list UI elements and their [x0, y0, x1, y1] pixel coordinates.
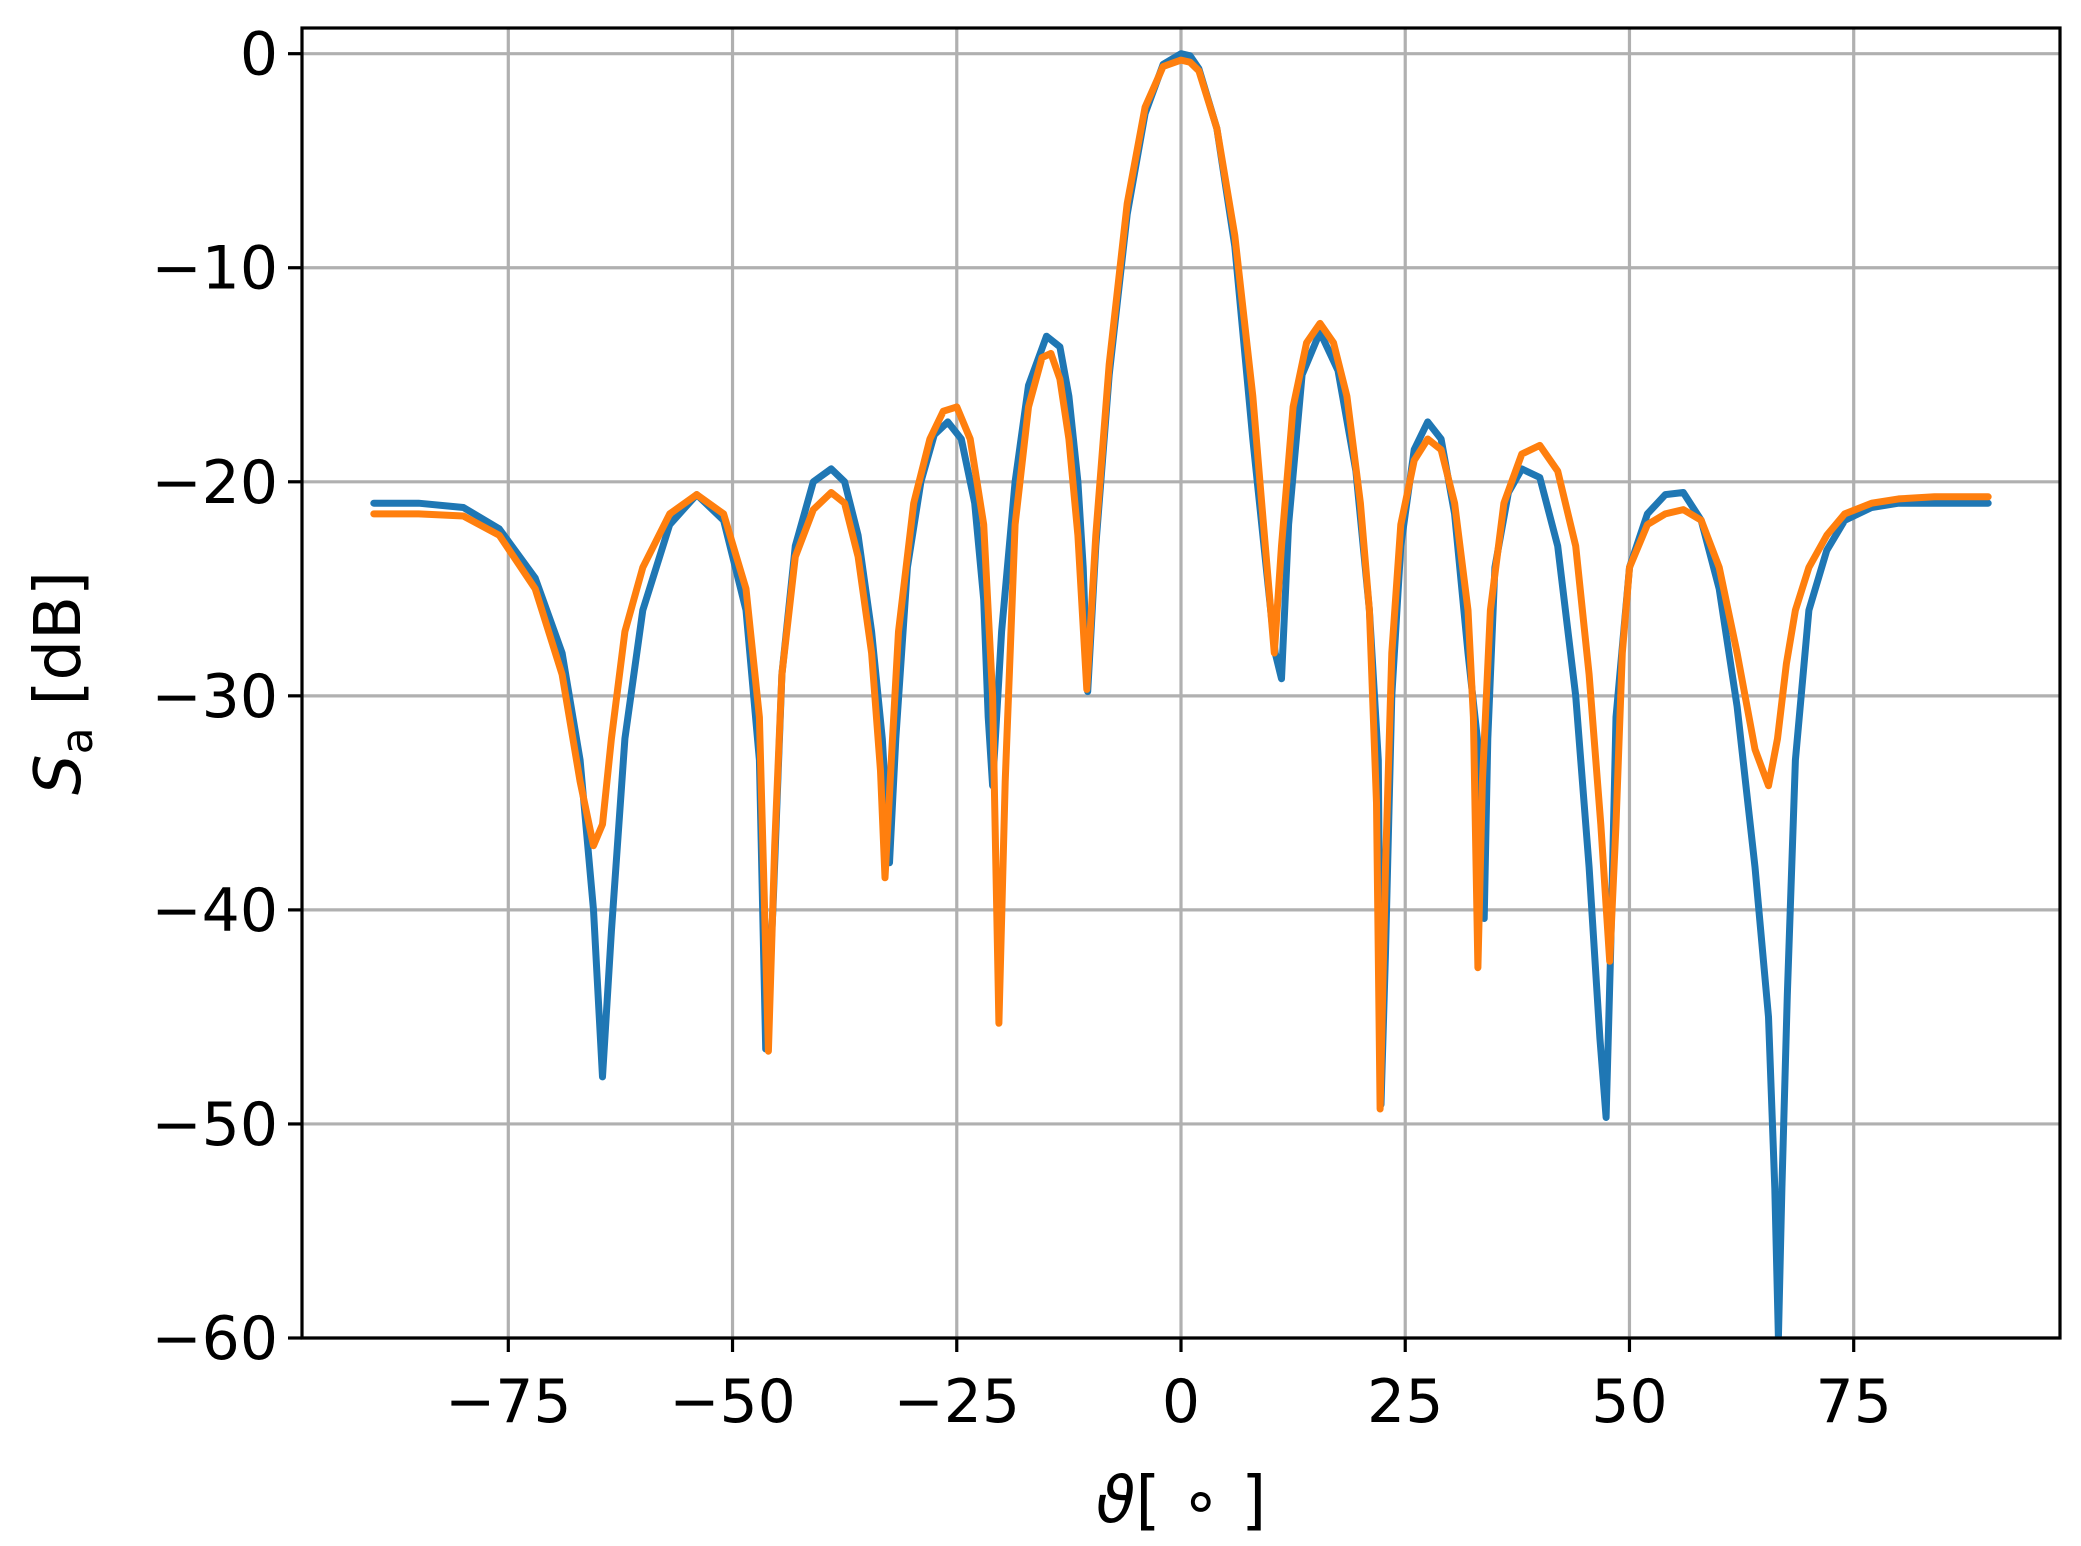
y-tick-label: −10	[151, 234, 278, 304]
x-tick-label: −25	[893, 1367, 1020, 1437]
y-axis-unit: [dB]	[22, 571, 96, 705]
x-tick-labels: −75 −50 −25 0 25 50 75	[445, 1367, 1892, 1437]
y-axis-subscript: a	[52, 727, 103, 754]
x-axis-title: ϑ[ ∘ ]	[1096, 1464, 1266, 1538]
x-axis-unit: [ ∘ ]	[1135, 1464, 1266, 1538]
series-line-2	[370, 56, 1992, 1113]
x-tick-label: −75	[445, 1367, 572, 1437]
y-axis-title: Sa [dB]	[22, 571, 103, 795]
y-tick-label: −50	[151, 1090, 278, 1160]
x-tick-label: 25	[1367, 1367, 1443, 1437]
x-axis-symbol: ϑ	[1096, 1464, 1136, 1538]
y-tick-label: 0	[240, 20, 278, 90]
y-tick-label: −30	[151, 662, 278, 732]
ticks	[288, 52, 1856, 1352]
x-tick-label: 50	[1591, 1367, 1667, 1437]
x-tick-label: 75	[1816, 1367, 1892, 1437]
y-axis-symbol: S	[22, 754, 96, 795]
series-layer	[370, 50, 1992, 1338]
y-tick-labels: 0 −10 −20 −30 −40 −50 −60	[151, 20, 278, 1374]
y-tick-label: −20	[151, 448, 278, 518]
y-tick-label: −60	[151, 1304, 278, 1374]
x-tick-label: −50	[669, 1367, 796, 1437]
y-tick-label: −40	[151, 876, 278, 946]
x-tick-label: 0	[1162, 1367, 1200, 1437]
